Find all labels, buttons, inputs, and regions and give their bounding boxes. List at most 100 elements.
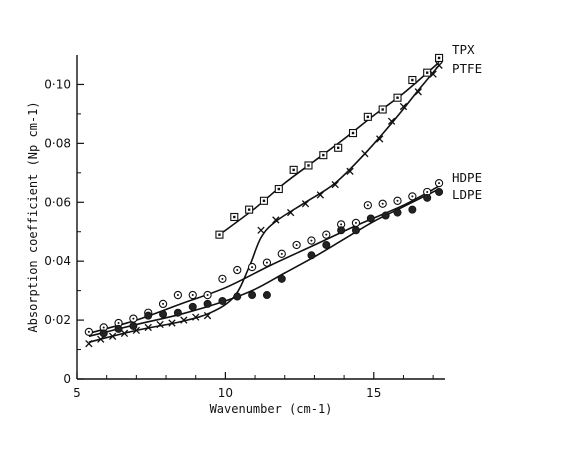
- point-hdpe-19: [363, 201, 372, 210]
- point-ldpe-14: [322, 240, 331, 249]
- point-hdpe-9: [218, 274, 227, 284]
- point-hdpe-3: [129, 314, 138, 323]
- point-hdpe-20: [378, 199, 387, 208]
- point-ptfe-10: [203, 312, 212, 320]
- point-hdpe-12: [262, 258, 272, 267]
- point-tpx-3: [259, 196, 269, 205]
- point-ptfe-7: [168, 319, 176, 327]
- x-tick-label-1: 10: [218, 386, 233, 400]
- point-ldpe-21: [423, 193, 432, 202]
- markers-ldpe: [99, 187, 444, 338]
- point-ptfe-0: [85, 339, 93, 348]
- point-ldpe-2: [129, 321, 138, 330]
- point-ptfe-16: [331, 180, 339, 189]
- point-ptfe-19: [376, 135, 384, 143]
- point-ldpe-6: [188, 302, 197, 311]
- point-hdpe-16: [322, 230, 331, 239]
- point-hdpe-11: [247, 262, 257, 272]
- point-tpx-7: [319, 151, 328, 160]
- point-ldpe-17: [366, 214, 375, 223]
- point-hdpe-14: [292, 240, 301, 250]
- y-tick-label-5: 0·10: [44, 77, 71, 91]
- series-label-ldpe: LDPE: [452, 187, 482, 202]
- point-ptfe-5: [144, 323, 152, 332]
- y-tick-label-0: 0: [63, 372, 71, 386]
- point-ptfe-12: [272, 216, 280, 224]
- point-ldpe-3: [144, 311, 153, 320]
- point-hdpe-18: [351, 218, 361, 228]
- point-ldpe-11: [262, 291, 271, 300]
- data-markers: [84, 53, 444, 348]
- point-ptfe-24: [435, 61, 443, 69]
- point-ptfe-18: [361, 150, 369, 158]
- point-hdpe-21: [393, 196, 402, 205]
- point-ldpe-5: [173, 308, 182, 317]
- point-ldpe-12: [277, 274, 286, 283]
- point-tpx-14: [423, 68, 432, 77]
- point-ldpe-15: [337, 226, 346, 235]
- series-label-ptfe: PTFE: [452, 61, 482, 76]
- point-hdpe-10: [233, 265, 242, 275]
- markers-hdpe: [84, 178, 444, 337]
- point-ldpe-9: [233, 292, 242, 301]
- point-ptfe-9: [192, 313, 200, 321]
- x-tick-label-2: 15: [366, 386, 381, 400]
- y-tick-label-2: 0·04: [44, 254, 71, 268]
- point-hdpe-7: [188, 290, 197, 300]
- point-tpx-13: [408, 75, 417, 85]
- point-tpx-15: [435, 53, 444, 62]
- point-tpx-1: [230, 212, 239, 222]
- point-ldpe-4: [159, 310, 168, 319]
- point-ptfe-2: [108, 332, 117, 340]
- point-ldpe-1: [114, 324, 123, 333]
- x-axis-title: Wavenumber (cm-1): [210, 402, 333, 416]
- point-tpx-11: [378, 105, 387, 114]
- x-tick-label-0: 5: [73, 386, 81, 400]
- point-ptfe-20: [387, 117, 396, 125]
- point-ptfe-21: [399, 102, 408, 111]
- point-ldpe-16: [351, 226, 360, 235]
- point-ptfe-14: [301, 200, 310, 208]
- point-tpx-4: [274, 184, 283, 194]
- y-tick-label-1: 0·02: [44, 313, 71, 327]
- point-tpx-12: [393, 93, 402, 102]
- point-tpx-6: [304, 161, 313, 170]
- point-tpx-5: [289, 165, 298, 174]
- point-hdpe-0: [84, 327, 94, 337]
- point-ldpe-18: [381, 211, 390, 220]
- point-ptfe-15: [316, 191, 325, 199]
- series-labels: TPX PTFE HDPE LDPE: [452, 42, 482, 202]
- point-ptfe-23: [429, 70, 437, 78]
- point-hdpe-15: [307, 236, 316, 245]
- point-ldpe-22: [435, 187, 444, 196]
- point-hdpe-17: [336, 220, 346, 229]
- series-label-tpx: TPX: [452, 42, 475, 57]
- point-ptfe-3: [120, 329, 129, 338]
- point-tpx-0: [215, 230, 224, 239]
- point-ldpe-19: [393, 208, 402, 217]
- curve-hdpe: [88, 185, 440, 335]
- point-ldpe-8: [218, 296, 227, 305]
- point-ldpe-7: [203, 299, 212, 308]
- point-ldpe-13: [307, 251, 316, 260]
- markers-tpx: [215, 53, 444, 239]
- point-ldpe-0: [99, 329, 108, 338]
- point-ptfe-22: [414, 88, 422, 96]
- point-hdpe-6: [173, 290, 183, 300]
- point-ldpe-10: [248, 291, 257, 300]
- series-label-hdpe: HDPE: [452, 170, 482, 185]
- point-tpx-2: [245, 205, 254, 214]
- y-tick-label-3: 0·06: [44, 195, 71, 209]
- y-tick-label-4: 0·08: [44, 136, 71, 150]
- point-tpx-8: [334, 143, 343, 152]
- point-hdpe-24: [434, 178, 444, 188]
- point-tpx-10: [363, 112, 372, 121]
- point-hdpe-5: [158, 299, 168, 309]
- point-ldpe-20: [408, 205, 417, 214]
- point-tpx-9: [348, 129, 358, 138]
- point-hdpe-13: [277, 249, 286, 258]
- ticks: 0 0·02 0·04 0·06 0·08 0·10 5 10 15: [44, 77, 434, 400]
- point-ptfe-17: [346, 167, 354, 176]
- point-ptfe-6: [156, 320, 164, 329]
